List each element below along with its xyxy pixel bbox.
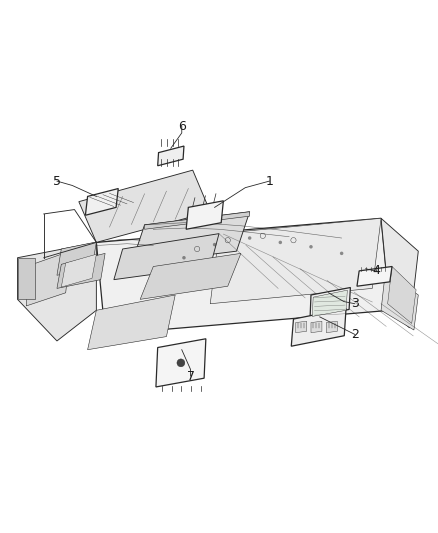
Polygon shape	[79, 170, 210, 243]
Polygon shape	[312, 290, 347, 317]
Polygon shape	[88, 295, 175, 350]
Text: 5: 5	[53, 175, 61, 188]
Polygon shape	[57, 253, 105, 288]
Circle shape	[213, 243, 216, 246]
Polygon shape	[186, 201, 223, 229]
Polygon shape	[381, 219, 418, 328]
Text: 6: 6	[178, 120, 186, 133]
Circle shape	[309, 245, 313, 248]
Polygon shape	[18, 258, 35, 300]
Polygon shape	[291, 309, 346, 346]
Text: 1: 1	[265, 175, 273, 188]
Polygon shape	[57, 242, 96, 275]
Polygon shape	[296, 321, 307, 333]
Polygon shape	[158, 146, 184, 166]
Polygon shape	[311, 321, 322, 333]
Polygon shape	[210, 219, 381, 304]
Text: 3: 3	[351, 297, 359, 310]
Circle shape	[279, 241, 282, 244]
Polygon shape	[326, 321, 337, 333]
Polygon shape	[26, 251, 70, 306]
Polygon shape	[114, 233, 219, 280]
Text: 4: 4	[373, 264, 381, 277]
Polygon shape	[310, 287, 350, 317]
Polygon shape	[357, 266, 392, 286]
Polygon shape	[96, 219, 390, 334]
Polygon shape	[156, 339, 206, 387]
Polygon shape	[18, 243, 96, 341]
Text: 7: 7	[187, 369, 194, 383]
Polygon shape	[85, 189, 118, 215]
Polygon shape	[145, 212, 250, 229]
Circle shape	[340, 252, 343, 255]
Polygon shape	[61, 254, 96, 287]
Circle shape	[177, 359, 185, 367]
Polygon shape	[140, 253, 241, 300]
Circle shape	[182, 256, 186, 260]
Polygon shape	[388, 266, 416, 324]
Text: 2: 2	[351, 328, 359, 341]
Polygon shape	[131, 212, 250, 264]
Polygon shape	[381, 271, 418, 330]
Circle shape	[248, 236, 251, 240]
